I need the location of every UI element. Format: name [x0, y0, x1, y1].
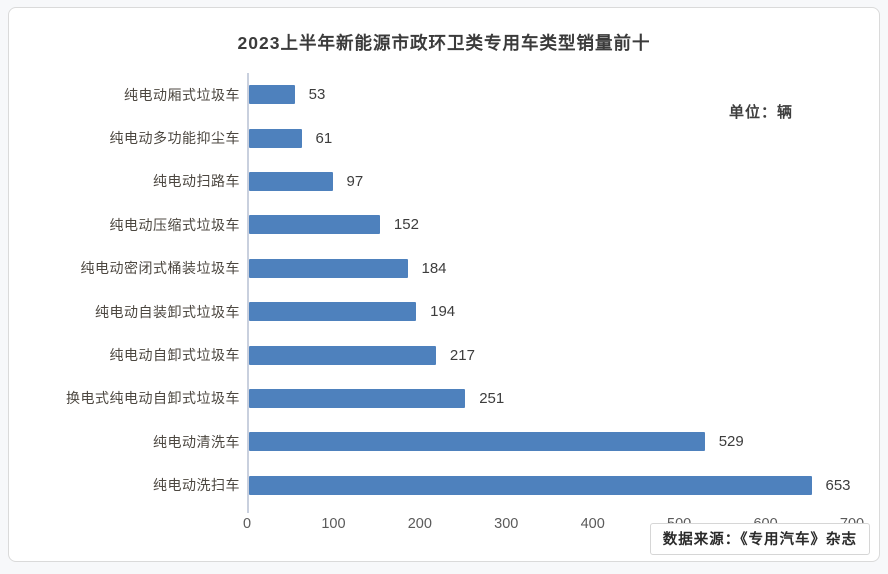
bar [249, 302, 417, 322]
bar-value-label: 61 [315, 129, 333, 147]
bar-row: 纯电动多功能抑尘车 61 [21, 116, 852, 160]
bar-value-label: 184 [421, 259, 447, 277]
bar-value-label: 97 [346, 172, 364, 190]
bar [249, 171, 333, 191]
bar-value-label: 194 [430, 303, 456, 321]
bar-track: 217 [247, 333, 852, 377]
bar-row: 换电式纯电动自卸式垃圾车 251 [21, 376, 852, 421]
category-label: 纯电动厢式垃圾车 [124, 86, 240, 103]
chart-card: 2023上半年新能源市政环卫类专用车类型销量前十 单位：辆 纯电动厢式垃圾车 53… [8, 7, 880, 562]
category-label: 纯电动洗扫车 [153, 477, 240, 494]
bar-value-label: 217 [449, 346, 475, 364]
bar [249, 345, 436, 365]
bar-track: 653 [247, 463, 852, 507]
bar-row: 纯电动厢式垃圾车 53 [21, 73, 852, 117]
bar-track: 529 [247, 420, 852, 464]
bar [249, 85, 295, 105]
x-axis-tick-label: 100 [321, 516, 346, 532]
bar-track: 184 [247, 246, 852, 290]
x-axis-tick-label: 400 [580, 516, 605, 532]
bar-value-label: 53 [308, 86, 326, 104]
bar-track: 152 [247, 203, 852, 247]
bar-track: 97 [247, 159, 852, 204]
category-label: 纯电动清洗车 [153, 433, 240, 450]
bar-rows: 纯电动厢式垃圾车 53 纯电动多功能抑尘车 61 纯电动扫路车 97 纯电动压缩式垃圾车 15… [21, 73, 852, 507]
bar-row: 纯电动密闭式桶装垃圾车 184 [21, 246, 852, 290]
bar-track: 194 [247, 289, 852, 334]
source-label: 数据来源：《专用汽车》杂志 [649, 523, 870, 555]
category-label: 换电式纯电动自卸式垃圾车 [66, 390, 240, 407]
bar-track: 251 [247, 376, 852, 421]
bar-row: 纯电动自装卸式垃圾车 194 [21, 289, 852, 334]
x-axis-tick-label: 200 [407, 516, 432, 532]
bar-row: 纯电动压缩式垃圾车 152 [21, 203, 852, 247]
bar-row: 纯电动自卸式垃圾车 217 [21, 333, 852, 377]
bar-track: 53 [247, 73, 852, 117]
bar [249, 388, 466, 408]
axis-zero-tick [247, 507, 249, 513]
bar [249, 475, 812, 495]
x-axis-tick-label: 0 [242, 516, 252, 532]
bar [249, 258, 408, 278]
category-label: 纯电动多功能抑尘车 [109, 130, 240, 147]
bar-row: 纯电动扫路车 97 [21, 159, 852, 204]
bar-row: 纯电动洗扫车 653 [21, 463, 852, 507]
x-axis-tick-label: 300 [494, 516, 519, 532]
bar-value-label: 529 [718, 433, 744, 451]
bar-value-label: 152 [393, 216, 419, 234]
category-label: 纯电动自卸式垃圾车 [109, 347, 240, 364]
bar-value-label: 251 [479, 389, 505, 407]
bar [249, 215, 380, 235]
unit-label: 单位：辆 [728, 104, 793, 121]
category-label: 纯电动密闭式桶装垃圾车 [80, 260, 240, 277]
bar-row: 纯电动清洗车 529 [21, 420, 852, 464]
category-label: 纯电动压缩式垃圾车 [109, 216, 240, 233]
bar [249, 432, 705, 452]
bar-value-label: 653 [825, 476, 851, 494]
category-label: 纯电动扫路车 [153, 173, 240, 190]
bar-track: 61 [247, 116, 852, 160]
category-label: 纯电动自装卸式垃圾车 [95, 303, 240, 320]
bar [249, 128, 302, 148]
chart-title: 2023上半年新能源市政环卫类专用车类型销量前十 [237, 33, 651, 53]
